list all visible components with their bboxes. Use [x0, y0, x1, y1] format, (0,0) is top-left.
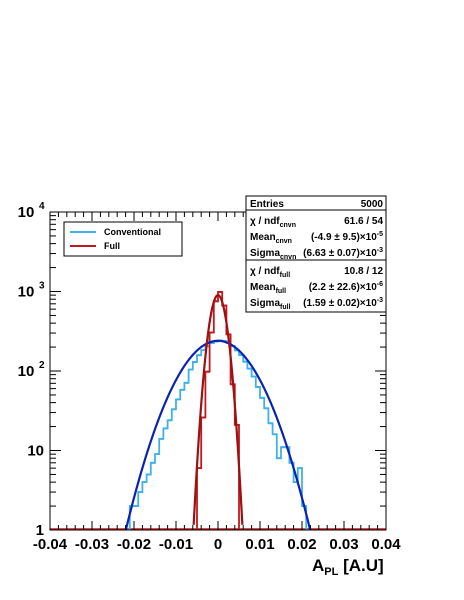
- x-tick-label: 0: [214, 536, 222, 553]
- y-tick-label: 1: [36, 522, 44, 539]
- x-axis-title: APL [A.U]: [312, 556, 384, 578]
- stats-row-value: (6.63 ± 0.07)×10-3: [303, 247, 383, 259]
- x-tick-label: -0.03: [75, 536, 109, 553]
- stats-row-label: Sigmafull: [250, 298, 291, 311]
- legend-box: [63, 221, 183, 257]
- x-tick-label: -0.02: [117, 536, 151, 553]
- stats-row-label: χ / ndffull: [250, 266, 290, 279]
- stats-row-value: 61.6 / 54: [344, 216, 383, 227]
- y-tick-label: 10: [18, 204, 35, 221]
- stats-row-label: Meanfull: [250, 282, 286, 295]
- stats-box: Entries 5000 χ / ndfcnvn 61.6 / 54 Meancnvn (…: [245, 195, 387, 313]
- stats-row-value: (2.2 ± 22.6)×10-6: [309, 281, 383, 293]
- x-tick-label: 0.02: [287, 536, 316, 553]
- y-tick-label: 10: [18, 363, 35, 380]
- stats-entries-value: 5000: [361, 199, 384, 210]
- x-tick-label: 0.03: [329, 536, 358, 553]
- x-tick-label: -0.04: [33, 536, 68, 553]
- stats-row-label: χ / ndfcnvn: [250, 216, 296, 229]
- y-tick-label: 10: [18, 284, 35, 301]
- x-tick-label: 0.01: [245, 536, 274, 553]
- stats-row-label: Meancnvn: [250, 232, 292, 245]
- stats-box-frame: [245, 195, 387, 313]
- legend-label: Full: [104, 241, 120, 251]
- stats-entries-label: Entries: [250, 199, 284, 210]
- full-fit-curve: [192, 293, 244, 525]
- stats-row-value: (-4.9 ± 9.5)×10-5: [311, 231, 383, 243]
- legend-label: Conventional: [104, 227, 161, 237]
- stats-row-value: 10.8 / 12: [344, 266, 383, 277]
- legend: Conventional Full: [63, 221, 183, 257]
- y-tick-label: 10: [27, 443, 44, 460]
- stats-row-value: (1.59 ± 0.02)×10-3: [303, 297, 383, 309]
- x-tick-label: -0.01: [159, 536, 193, 553]
- x-tick-label: 0.04: [371, 536, 401, 553]
- y-tick-exponent: 4: [39, 201, 45, 212]
- y-tick-exponent: 3: [39, 281, 45, 292]
- stats-row-label: Sigmacnvn: [250, 248, 296, 261]
- y-tick-exponent: 2: [39, 360, 45, 371]
- conventional-fit-curve: [124, 339, 312, 530]
